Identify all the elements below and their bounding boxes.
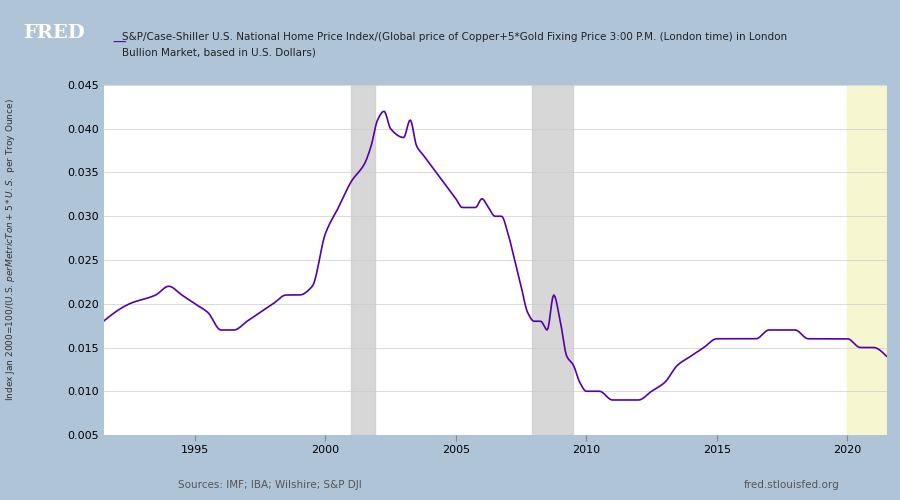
Text: FRED: FRED <box>23 24 85 42</box>
Bar <box>532 85 573 435</box>
Text: Sources: IMF; IBA; Wilshire; S&P DJI: Sources: IMF; IBA; Wilshire; S&P DJI <box>178 480 362 490</box>
Text: S&P/Case-Shiller U.S. National Home Price Index/(Global price of Copper+5*Gold F: S&P/Case-Shiller U.S. National Home Pric… <box>122 32 787 42</box>
Text: fred.stlouisfed.org: fred.stlouisfed.org <box>744 480 840 490</box>
Text: Index Jan 2000=100/(U.S. $ per Metric Ton+5*U.S. $ per Troy Ounce): Index Jan 2000=100/(U.S. $ per Metric To… <box>4 98 17 402</box>
Text: —: — <box>112 36 126 50</box>
Text: Bullion Market, based in U.S. Dollars): Bullion Market, based in U.S. Dollars) <box>122 48 315 58</box>
Bar <box>352 85 375 435</box>
Bar <box>847 85 886 435</box>
